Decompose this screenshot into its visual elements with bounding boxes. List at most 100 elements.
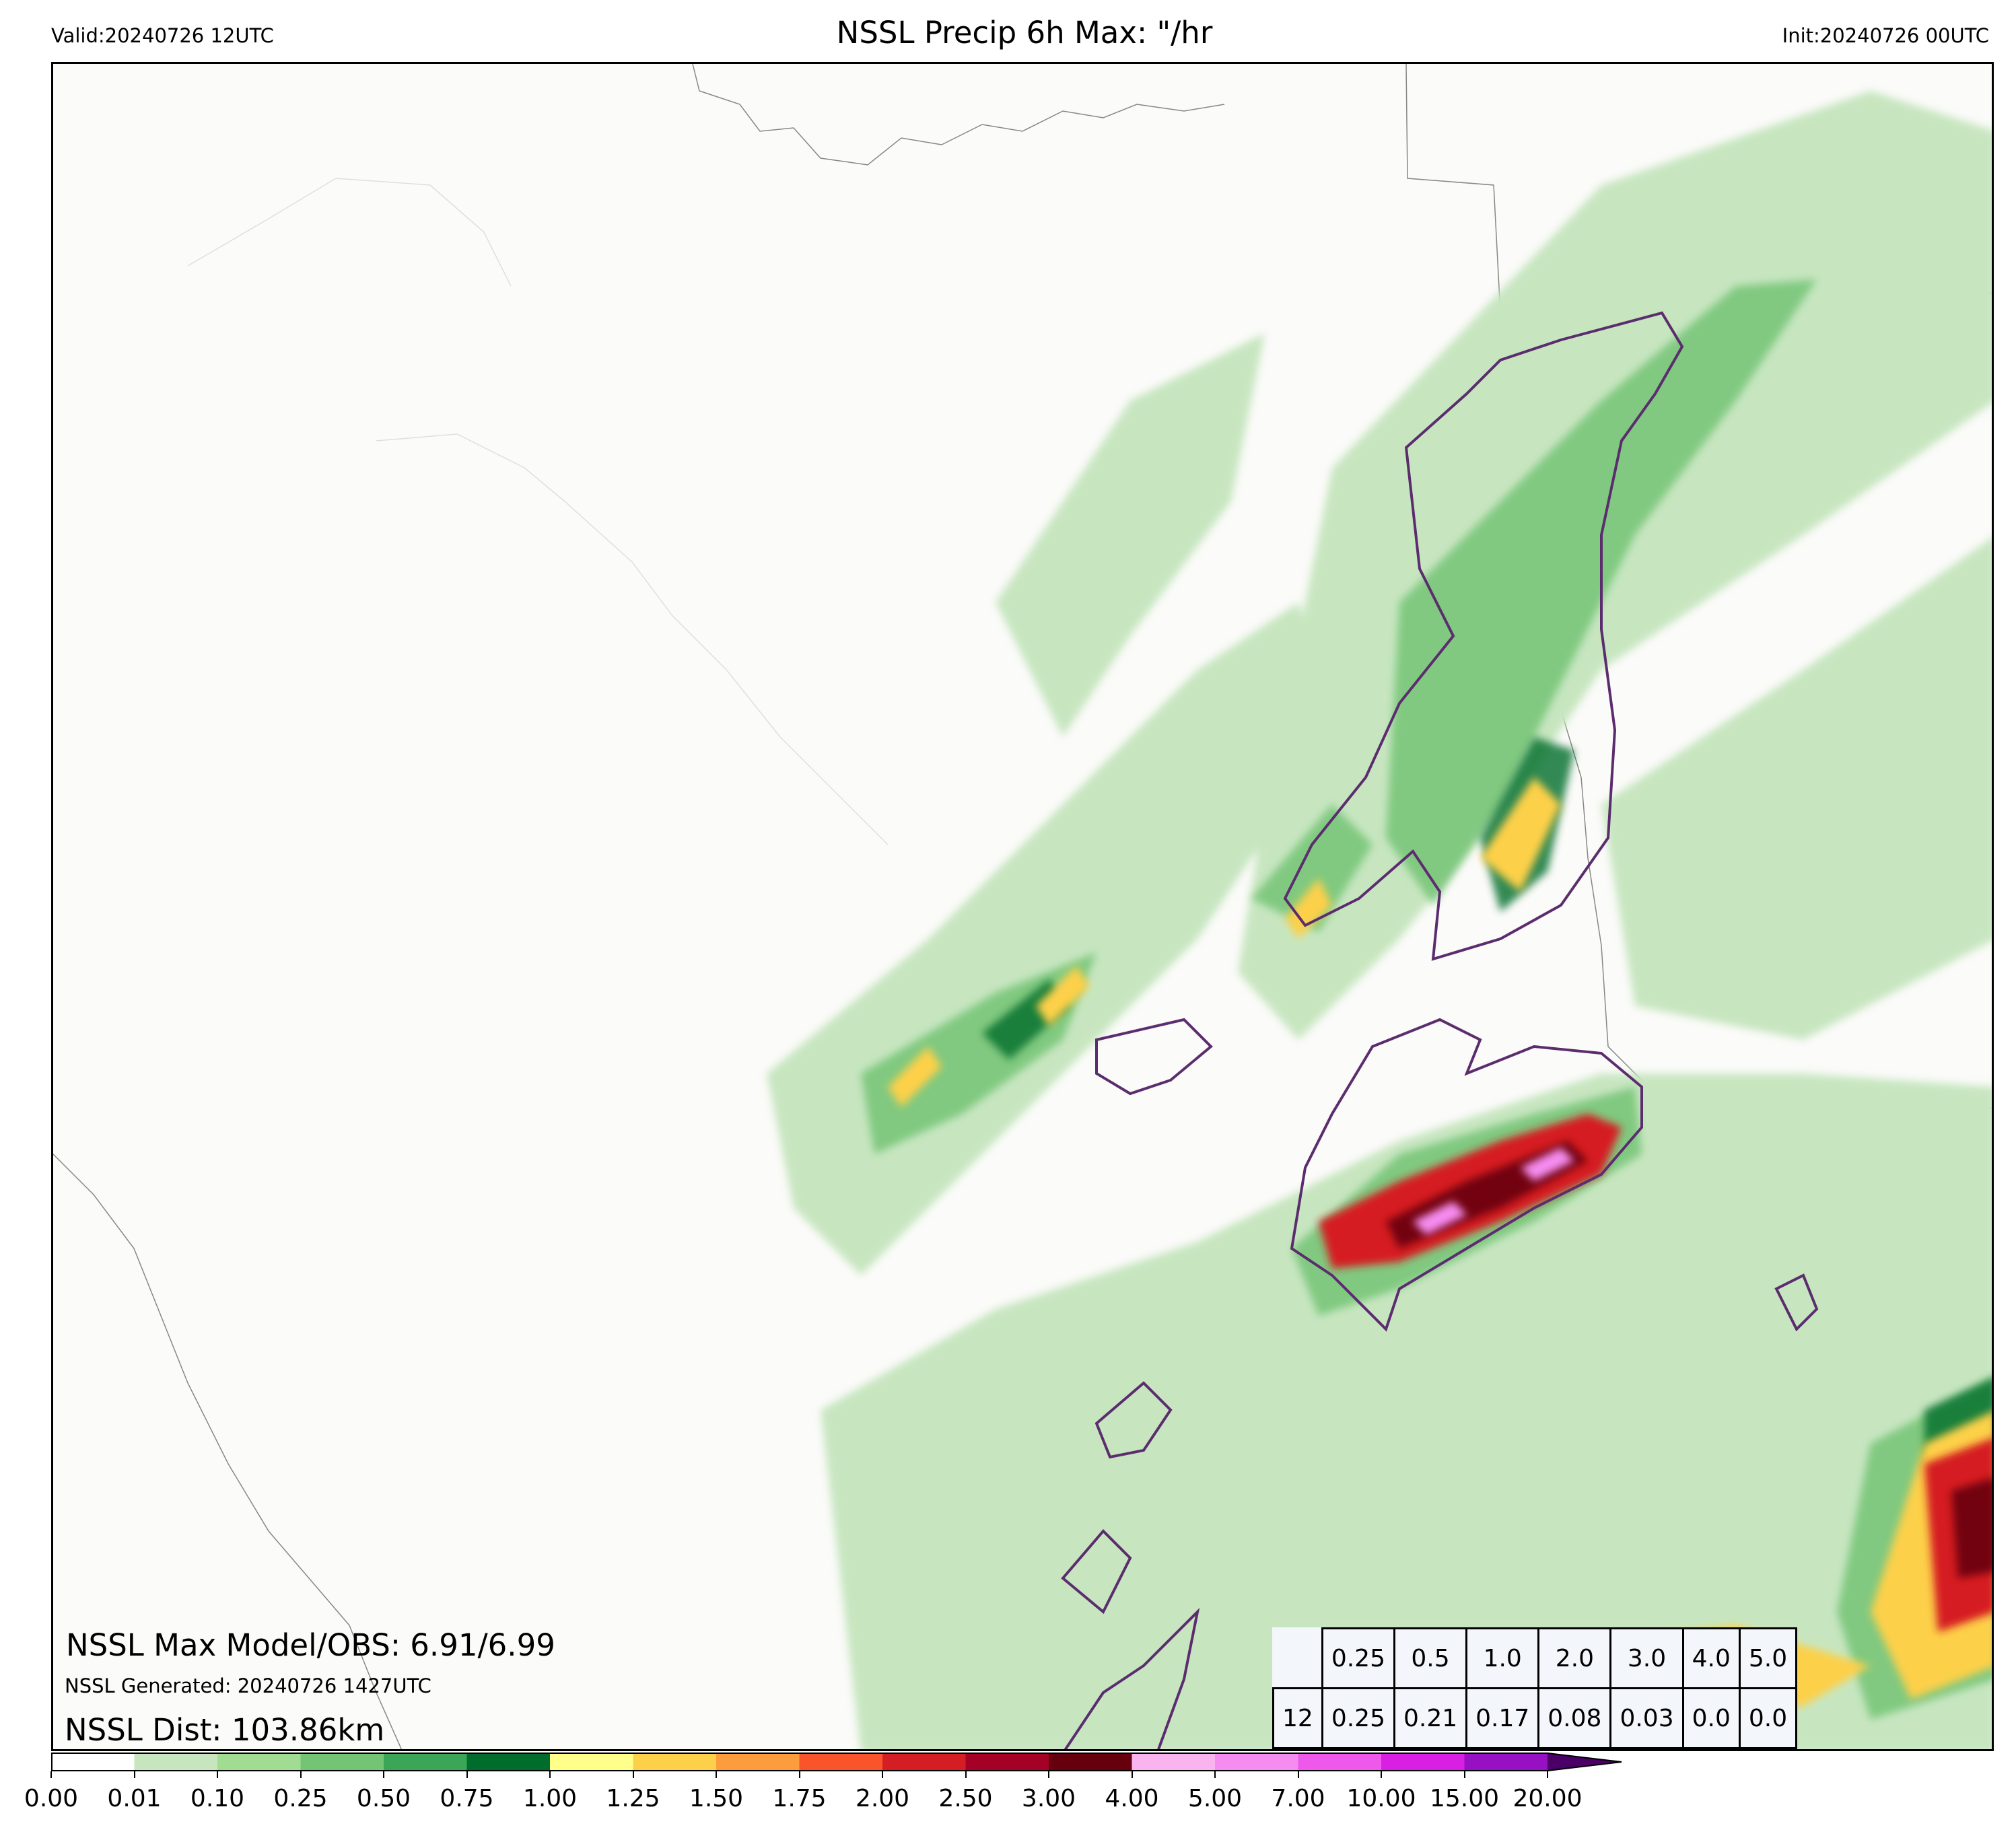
colorbar-tick-label: 2.00 xyxy=(855,1785,910,1812)
colorbar-tick xyxy=(466,1771,468,1778)
colorbar-tick xyxy=(1297,1771,1299,1778)
obs-contour-center xyxy=(1290,1018,1643,1332)
colorbar-segment xyxy=(134,1753,218,1771)
colorbar-extend-arrow xyxy=(1548,1753,1622,1771)
threshold-cell: 2.0 xyxy=(1537,1627,1612,1689)
colorbar-segment xyxy=(384,1753,467,1771)
row-label-cell: 12 xyxy=(1272,1687,1323,1749)
border-rio-grande xyxy=(53,1154,403,1749)
colorbar-tick xyxy=(1131,1771,1133,1778)
threshold-cell: 4.0 xyxy=(1681,1627,1741,1689)
colorbar-tick xyxy=(1463,1771,1465,1778)
colorbar-segment xyxy=(51,1753,135,1771)
obs-contour-north xyxy=(1283,311,1684,961)
precip-yellow-4 xyxy=(888,1047,942,1107)
obs-contour-east xyxy=(1774,1273,1819,1332)
border-ok-ar xyxy=(1405,64,1501,314)
colorbar-tick-label: 0.25 xyxy=(273,1785,328,1812)
threshold-cell: 3.0 xyxy=(1609,1627,1684,1689)
colorbar-tick xyxy=(716,1771,717,1778)
value-cell: 0.17 xyxy=(1465,1687,1540,1749)
precip-pink-2 xyxy=(1521,1147,1574,1181)
precip-yellow-2 xyxy=(1285,878,1332,939)
precip-yellow-3 xyxy=(1036,966,1090,1026)
colorbar-tick-label: 0.10 xyxy=(190,1785,245,1812)
value-cell: 0.25 xyxy=(1321,1687,1395,1749)
colorbar-tick-label: 0.01 xyxy=(107,1785,162,1812)
colorbar-outline xyxy=(51,1753,1622,1771)
threshold-cell: 5.0 xyxy=(1738,1627,1798,1689)
obs-contour-south-2 xyxy=(1061,1529,1132,1615)
value-cell: 0.03 xyxy=(1609,1687,1684,1749)
colorbar-tick-label: 15.00 xyxy=(1429,1785,1500,1812)
colorbar-segment xyxy=(1049,1753,1132,1771)
precip-band-light-4 xyxy=(996,333,1265,737)
colorbar-tick xyxy=(1547,1771,1548,1778)
colorbar-tick xyxy=(965,1771,967,1778)
max-model-obs-label: NSSL Max Model/OBS: 6.91/6.99 xyxy=(66,1627,555,1663)
colorbar-tick xyxy=(549,1771,551,1778)
colorbar-segment xyxy=(716,1753,800,1771)
obs-contour-south-1 xyxy=(1094,1381,1173,1459)
colorbar-tick xyxy=(217,1771,218,1778)
colorbar-tick-label: 7.00 xyxy=(1271,1785,1325,1812)
precip-band-light-5 xyxy=(1601,538,1992,1040)
river-1 xyxy=(187,178,512,287)
precip-darkred-2 xyxy=(1951,1478,1992,1578)
river-2 xyxy=(376,433,889,845)
colorbar-segment xyxy=(965,1753,1049,1771)
value-cell: 0.08 xyxy=(1537,1687,1612,1749)
colorbar-tick-label: 1.00 xyxy=(522,1785,578,1812)
colorbar-tick-label: 0.75 xyxy=(440,1785,494,1812)
colorbar-tick xyxy=(882,1771,883,1778)
colorbar-tick-label: 5.00 xyxy=(1187,1785,1243,1812)
colorbar-segment xyxy=(1298,1753,1382,1771)
plot-title: NSSL Precip 6h Max: "/hr xyxy=(836,15,1213,50)
obs-contour-mid xyxy=(1095,1018,1213,1096)
colorbar-tick-label: 20.00 xyxy=(1513,1785,1583,1812)
colorbar-tick xyxy=(632,1771,634,1778)
threshold-value-row: 12 0.25 0.21 0.17 0.08 0.03 0.0 0.0 xyxy=(1272,1687,1798,1749)
colorbar-tick xyxy=(300,1771,302,1778)
colorbar-tick xyxy=(1381,1771,1382,1778)
colorbar-segment xyxy=(1464,1753,1548,1771)
colorbar-segment xyxy=(1381,1753,1465,1771)
colorbar-tick-label: 1.50 xyxy=(689,1785,744,1812)
precip-band-light-3 xyxy=(821,1073,1992,1749)
colorbar-segment xyxy=(633,1753,717,1771)
colorbar-tick-label: 3.00 xyxy=(1021,1785,1076,1812)
colorbar-tick-label: 0.00 xyxy=(24,1785,79,1812)
distance-label: NSSL Dist: 103.86km xyxy=(65,1712,385,1748)
threshold-cell: 0.25 xyxy=(1321,1627,1395,1689)
precip-map xyxy=(51,62,1994,1751)
precip-pink-1 xyxy=(1413,1201,1467,1235)
value-cell: 0.21 xyxy=(1393,1687,1468,1749)
colorbar-tick-label: 2.50 xyxy=(938,1785,993,1812)
colorbar-tick-label: 10.00 xyxy=(1346,1785,1416,1812)
init-time-label: Init:20240726 00UTC xyxy=(1782,24,1989,47)
colorbar-tick xyxy=(1214,1771,1216,1778)
colorbar xyxy=(51,1753,1622,1771)
generated-time-label: NSSL Generated: 20240726 1427UTC xyxy=(65,1674,431,1697)
colorbar-tick xyxy=(50,1771,52,1778)
threshold-cell: 1.0 xyxy=(1465,1627,1540,1689)
colorbar-tick-label: 0.50 xyxy=(356,1785,411,1812)
threshold-header-row: 0.25 0.5 1.0 2.0 3.0 4.0 5.0 xyxy=(1274,1627,1798,1689)
colorbar-segment xyxy=(217,1753,301,1771)
colorbar-segment xyxy=(550,1753,633,1771)
value-cell: 0.0 xyxy=(1681,1687,1741,1749)
value-cell: 0.0 xyxy=(1738,1687,1798,1749)
colorbar-tick xyxy=(133,1771,135,1778)
colorbar-tick xyxy=(1048,1771,1049,1778)
colorbar-segment xyxy=(466,1753,551,1771)
colorbar-tick-label: 4.00 xyxy=(1105,1785,1159,1812)
table-corner-empty xyxy=(1274,1629,1323,1689)
precip-yellow-1 xyxy=(1480,777,1561,892)
obs-contour-south-3 xyxy=(1064,1607,1200,1749)
colorbar-segment xyxy=(300,1753,384,1771)
valid-time-label: Valid:20240726 12UTC xyxy=(51,24,274,47)
colorbar-segment xyxy=(799,1753,883,1771)
colorbar-segment xyxy=(1215,1753,1298,1771)
colorbar-segment xyxy=(882,1753,966,1771)
threshold-cell: 0.5 xyxy=(1393,1627,1468,1689)
